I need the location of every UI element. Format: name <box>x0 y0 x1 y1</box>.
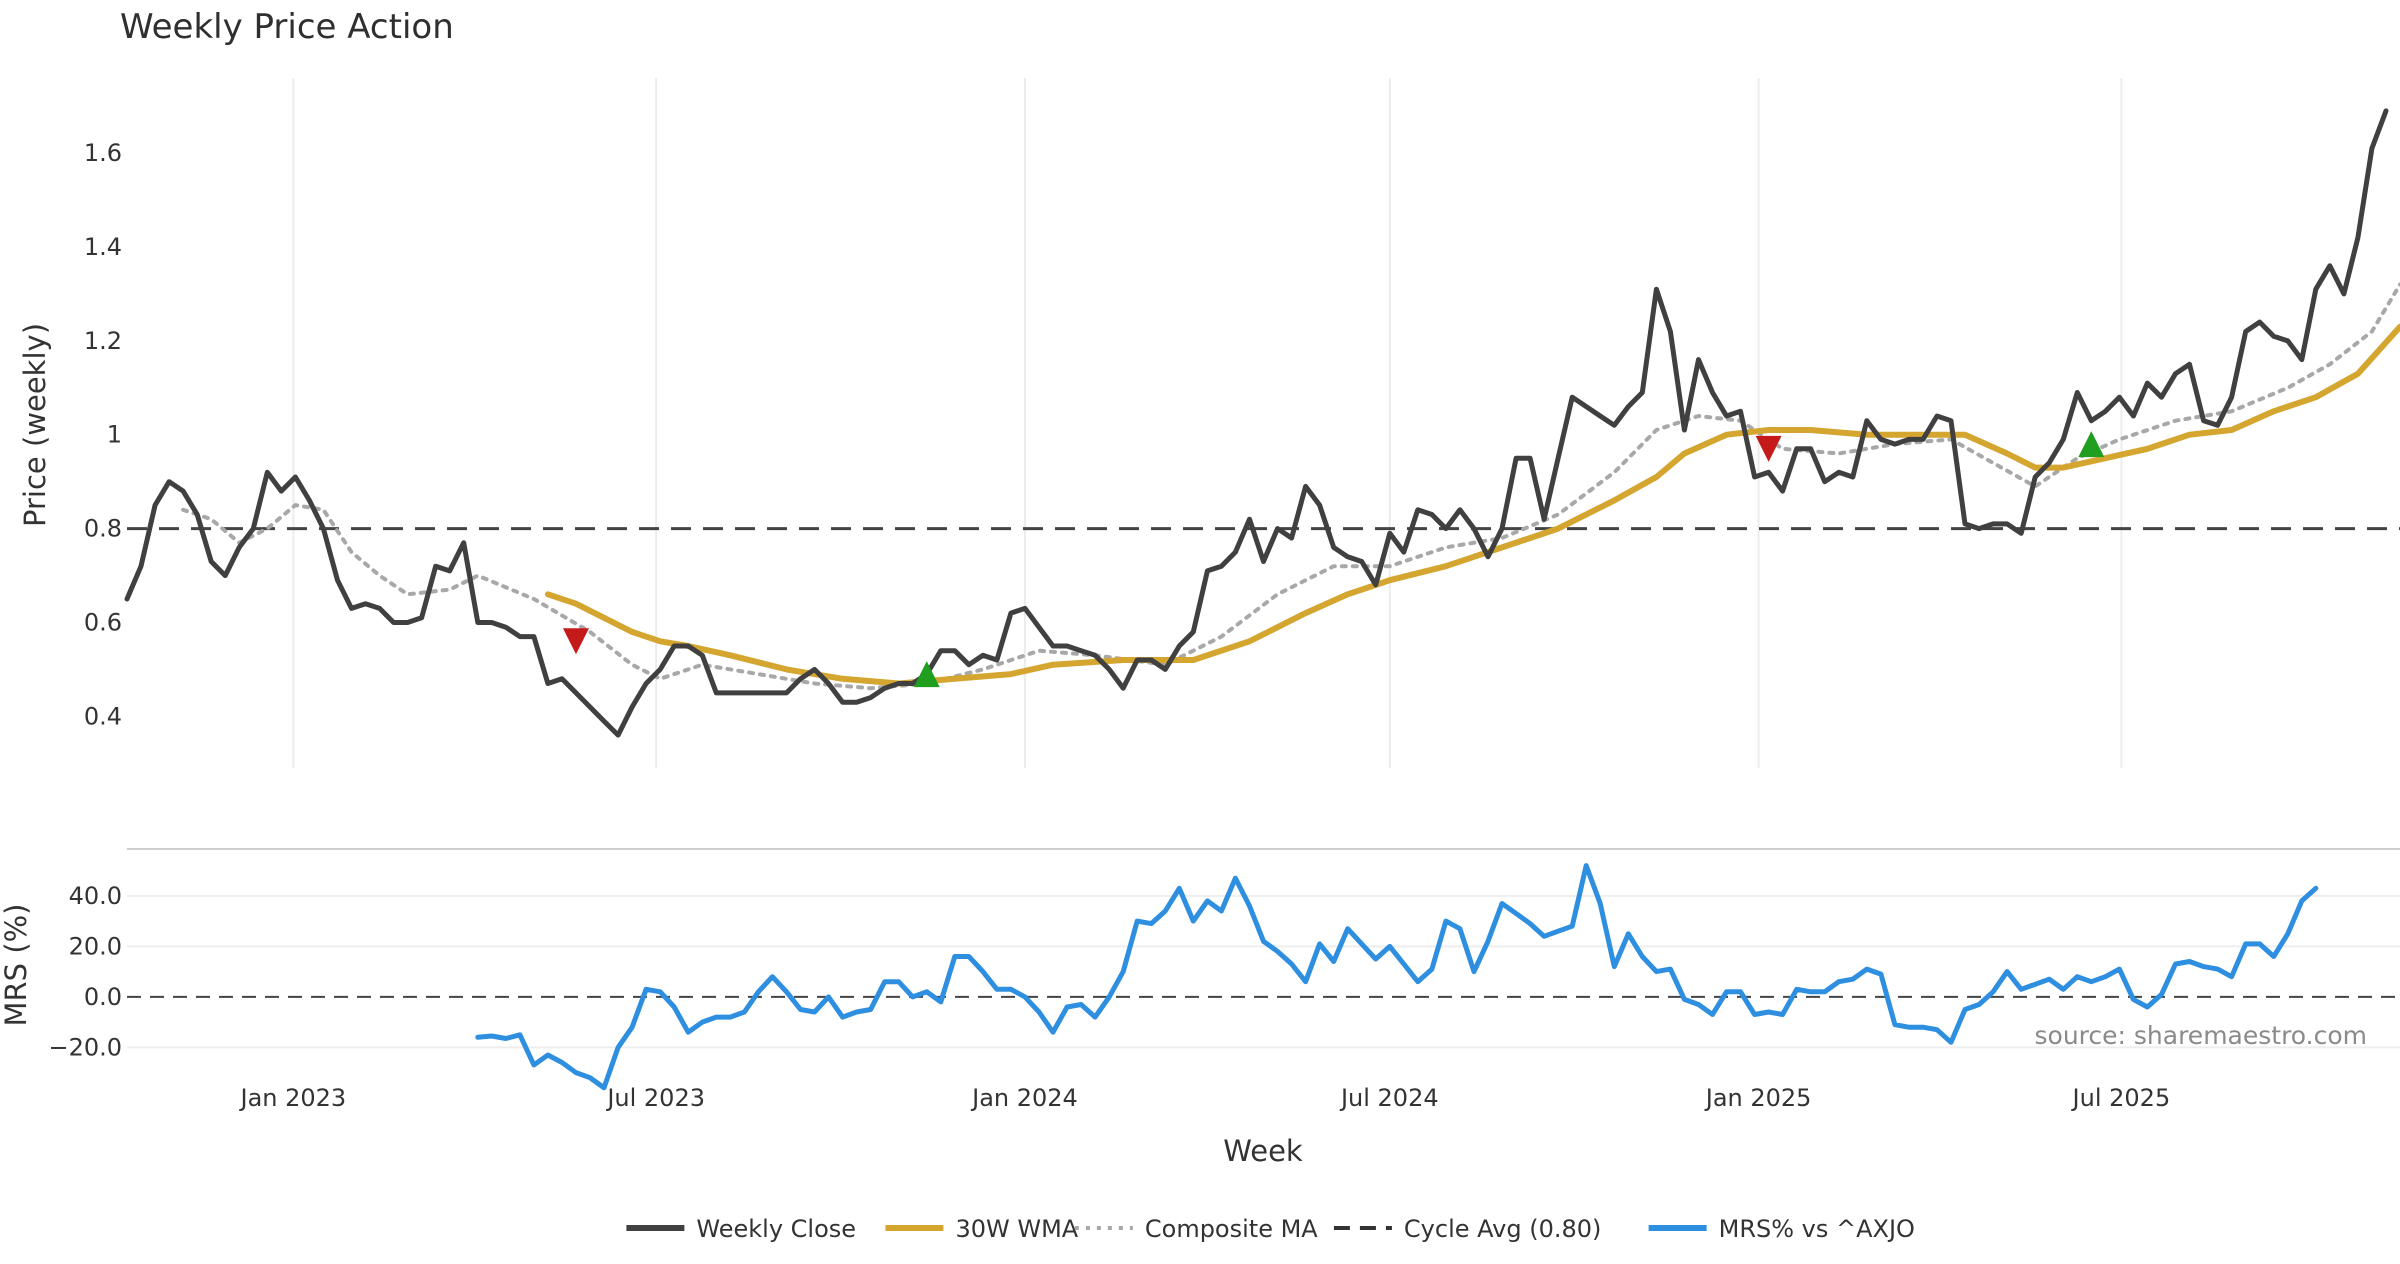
x-tick-label: Jul 2024 <box>1339 1084 1439 1112</box>
buy-signal-marker <box>913 661 940 688</box>
legend-label: Composite MA <box>1145 1215 1318 1243</box>
legend-item: Cycle Avg (0.80) <box>1333 1215 1601 1243</box>
series-line-composite-ma <box>181 282 2400 691</box>
price-gridlines <box>292 78 2123 768</box>
price-y-tick-label: 1.6 <box>84 139 122 167</box>
legend-label: Cycle Avg (0.80) <box>1404 1215 1601 1243</box>
x-tick-labels: Jan 2023 Jul 2023 Jan 2024 Jul 2024 Jan 2025… <box>239 1084 2171 1112</box>
price-y-tick-labels: 0.4 0.6 0.8 1 1.2 1.4 1.6 <box>84 139 122 730</box>
buy-signal-marker <box>2078 431 2105 458</box>
price-panel: 0.4 0.6 0.8 1 1.2 1.4 1.6 Price (weekly) <box>18 78 2400 768</box>
legend-label: MRS% vs ^AXJO <box>1719 1215 1915 1243</box>
mrs-y-axis-title: MRS (%) <box>0 904 33 1027</box>
x-tick-label: Jan 2024 <box>970 1084 1078 1112</box>
sell-signal-marker <box>1755 435 1782 462</box>
series-line-weekly-close <box>124 108 2389 738</box>
price-y-tick-label: 0.8 <box>84 515 122 543</box>
mrs-y-tick-labels: −20.0 0.0 20.0 40.0 <box>48 882 122 1062</box>
legend: Weekly Close 30W WMA Composite MA Cycle Avg… <box>626 1215 1915 1243</box>
mrs-panel: −20.0 0.0 20.0 40.0 MRS (%) <box>0 863 2400 1091</box>
price-y-tick-label: 0.4 <box>84 702 122 730</box>
sell-signal-marker <box>562 628 589 655</box>
x-tick-label: Jul 2023 <box>605 1084 705 1112</box>
mrs-y-tick-label: −20.0 <box>48 1033 122 1061</box>
price-y-tick-label: 1 <box>107 421 122 449</box>
mrs-gridlines <box>127 894 2400 1049</box>
price-y-tick-label: 0.6 <box>84 608 122 636</box>
price-y-tick-label: 1.2 <box>84 327 122 355</box>
signal-markers <box>562 431 2105 688</box>
chart-title: Weekly Price Action <box>120 7 454 47</box>
x-tick-label: Jan 2023 <box>239 1084 347 1112</box>
price-y-tick-label: 1.4 <box>84 233 122 261</box>
legend-item: MRS% vs ^AXJO <box>1648 1215 1915 1243</box>
legend-item: Composite MA <box>1074 1215 1318 1243</box>
series-line-30w-wma <box>544 323 2400 687</box>
mrs-y-tick-label: 20.0 <box>69 932 122 960</box>
legend-label: Weekly Close <box>696 1215 856 1243</box>
legend-item: Weekly Close <box>626 1215 856 1243</box>
x-tick-label: Jan 2025 <box>1704 1084 1812 1112</box>
price-series-lines <box>124 108 2400 738</box>
source-note: source: sharemaestro.com <box>2035 1021 2368 1050</box>
legend-item: 30W WMA <box>885 1215 1079 1243</box>
price-y-axis-title: Price (weekly) <box>18 323 52 527</box>
legend-label: 30W WMA <box>955 1215 1078 1243</box>
x-axis-title: Week <box>1223 1134 1303 1168</box>
mrs-series-lines <box>475 863 2319 1091</box>
x-tick-label: Jul 2025 <box>2071 1084 2171 1112</box>
series-line-mrs <box>475 863 2319 1091</box>
mrs-y-tick-label: 0.0 <box>84 983 122 1011</box>
mrs-y-tick-label: 40.0 <box>69 882 122 910</box>
